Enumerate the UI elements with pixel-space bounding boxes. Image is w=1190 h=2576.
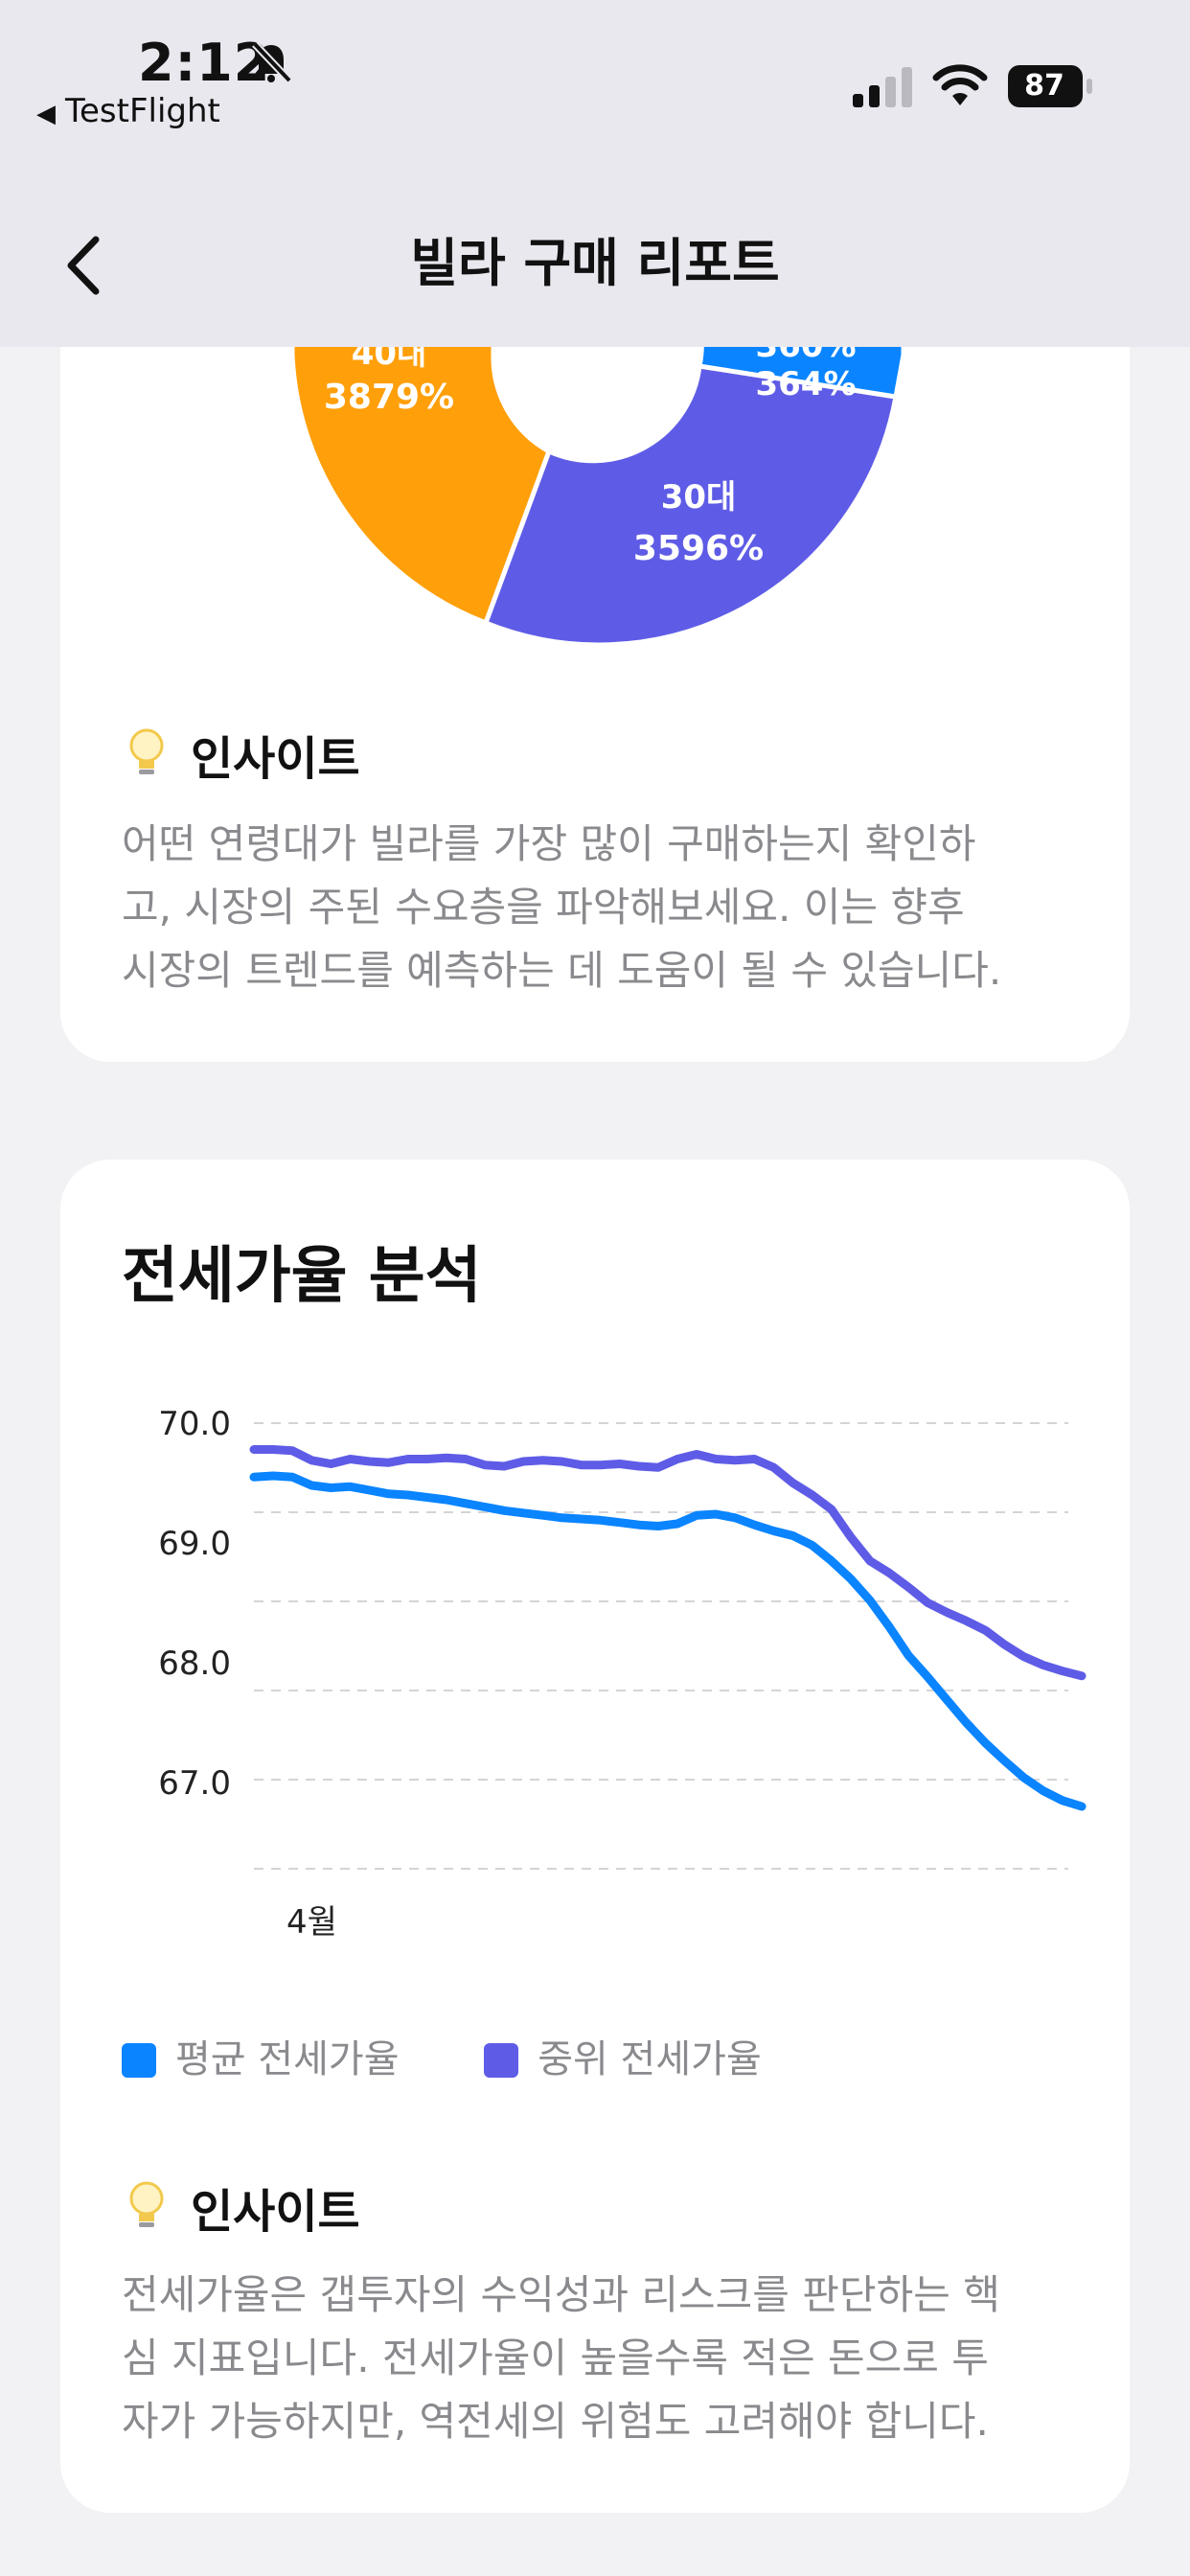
cellular-signal-icon: [853, 67, 912, 107]
back-app-label: TestFlight: [65, 92, 220, 130]
status-time: 2:12: [138, 33, 271, 93]
series-line-average: [249, 1471, 1087, 1811]
y-tick-label: 70.0: [158, 1405, 231, 1443]
back-to-app-link[interactable]: ◀ TestFlight: [36, 92, 220, 130]
jeonse-line-chart: 70.0 69.0 68.0 67.0 4월: [158, 1405, 1087, 1942]
insight-title: 인사이트: [191, 2185, 360, 2239]
navigation-bar: 빌라 구매 리포트: [0, 182, 1190, 347]
bell-slash-icon: [252, 41, 292, 83]
donut-slice-30s: [482, 363, 899, 648]
insight-line: 자가 가능하지만, 역전세의 위험도 고려해야 합니다.: [122, 2398, 989, 2445]
insight-heading: 인사이트: [124, 721, 360, 788]
slice-value-other: 364%: [755, 365, 856, 403]
insight-heading: 인사이트: [124, 2174, 360, 2241]
page-title: 빌라 구매 리포트: [410, 233, 780, 293]
battery-icon: [1008, 65, 1092, 107]
slice-value-30s: 3596%: [633, 529, 764, 568]
y-tick-label: 69.0: [158, 1525, 231, 1563]
lightbulb-icon: [129, 2181, 164, 2227]
back-triangle-icon: ◀: [36, 100, 56, 128]
chart-legend: 평균 전세가율 중위 전세가율: [122, 2028, 835, 2083]
legend-label-average: 평균 전세가율: [175, 2037, 400, 2082]
legend-swatch-average: [122, 2043, 156, 2078]
y-tick-label: 68.0: [158, 1644, 231, 1683]
insight-line: 심 지표입니다. 전세가율이 높을수록 적은 돈으로 투: [122, 2334, 989, 2381]
insight-line: 어떤 연령대가 빌라를 가장 많이 구매하는지 확인하: [122, 820, 976, 867]
battery-level: 87: [1024, 69, 1064, 103]
back-chevron-icon[interactable]: [63, 232, 102, 299]
x-tick-label: 4월: [286, 1903, 337, 1942]
insight-text: 전세가율은 갭투자의 수익성과 리스크를 판단하는 핵 심 지표입니다. 전세가…: [122, 2264, 1080, 2453]
legend-item-median[interactable]: 중위 전세가율: [484, 2028, 762, 2083]
legend-item-average[interactable]: 평균 전세가율: [122, 2028, 400, 2083]
jeonse-ratio-card: 전세가율 분석 70.0 69.0 68.0 67.0 4월 평균 전세가율 중위 전세…: [60, 1160, 1130, 2513]
status-bar: 2:12 ◀ TestFlight 87: [0, 0, 1190, 182]
insight-line: 시장의 트렌드를 예측하는 데 도움이 될 수 있습니다.: [122, 947, 1002, 994]
legend-swatch-median: [484, 2043, 519, 2078]
slice-value-40s: 3879%: [324, 378, 454, 417]
series-line-median: [249, 1445, 1087, 1681]
insight-line: 고, 시장의 주된 수요층을 파악해보세요. 이는 향후: [122, 884, 965, 931]
lightbulb-icon: [129, 728, 164, 774]
legend-label-median: 중위 전세가율: [538, 2037, 762, 2082]
insight-text: 어떤 연령대가 빌라를 가장 많이 구매하는지 확인하 고, 시장의 주된 수요…: [122, 813, 1080, 1002]
insight-title: 인사이트: [191, 732, 360, 786]
insight-line: 전세가율은 갭투자의 수익성과 리스크를 판단하는 핵: [122, 2271, 1000, 2318]
wifi-icon: [932, 64, 988, 105]
y-tick-label: 67.0: [158, 1764, 231, 1803]
section-title: 전세가율 분석: [122, 1241, 482, 1312]
slice-label-30s: 30대: [661, 478, 737, 517]
